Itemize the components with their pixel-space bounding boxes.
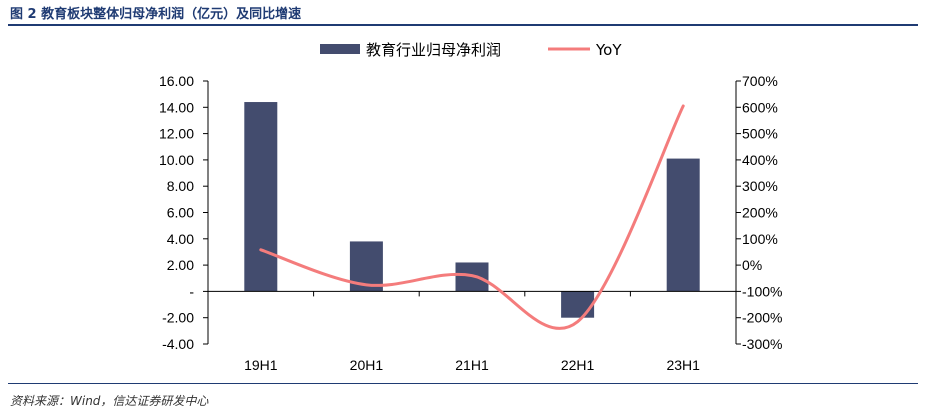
x-tick-label: 23H1 — [666, 357, 700, 373]
legend-line-label: YoY — [595, 41, 622, 59]
right-tick-label: 400% — [742, 152, 778, 168]
left-tick-label: 12.00 — [159, 126, 194, 142]
right-tick-label: 700% — [742, 73, 778, 89]
right-tick-label: 0% — [742, 257, 762, 273]
right-tick-label: 600% — [742, 99, 778, 115]
figure-title: 图 2 教育板块整体归母净利润（亿元）及同比增速 — [10, 7, 302, 22]
left-tick-label: -2.00 — [162, 310, 194, 326]
yoy-line — [259, 104, 685, 330]
left-axis: -4.00-2.00-2.004.006.008.0010.0012.0014.… — [159, 73, 209, 352]
x-tick-label: 21H1 — [455, 357, 489, 373]
source-note: 资料来源：Wind，信达证券研发中心 — [10, 394, 209, 408]
bottom-rule — [8, 383, 918, 384]
left-tick-label: 6.00 — [167, 205, 194, 221]
left-tick-label: 14.00 — [159, 99, 194, 115]
right-axis: -300% -200% -100% 0% 100% 200% 300% 400% 500% 600… — [735, 73, 782, 352]
right-tick-label: -100% — [742, 283, 782, 299]
legend: 教育行业归母净利润 YoY — [320, 41, 622, 59]
right-tick-label: -300% — [742, 336, 782, 352]
bar — [561, 291, 595, 318]
x-tick-label: 22H1 — [561, 357, 595, 373]
bar-series — [244, 102, 700, 318]
bar — [666, 158, 700, 292]
x-axis: 19H1 20H1 21H1 22H1 23H1 — [207, 290, 737, 373]
right-tick-label: 200% — [742, 205, 778, 221]
left-tick-label: -4.00 — [162, 336, 194, 352]
x-tick-label: 19H1 — [244, 357, 278, 373]
right-tick-label: 500% — [742, 126, 778, 142]
left-tick-label: 8.00 — [167, 178, 194, 194]
yoy-series — [259, 104, 685, 330]
left-tick-label: 2.00 — [167, 257, 194, 273]
left-tick-label: - — [189, 283, 194, 299]
left-tick-label: 4.00 — [167, 231, 194, 247]
left-tick-label: 16.00 — [159, 73, 194, 89]
legend-bar-label: 教育行业归母净利润 — [366, 41, 501, 59]
right-tick-label: 100% — [742, 231, 778, 247]
top-rule — [8, 24, 918, 26]
chart: 教育行业归母净利润 YoY -4.00-2.00-2.004.006.008.00… — [159, 41, 783, 373]
right-tick-label: -200% — [742, 310, 782, 326]
legend-bar-swatch — [320, 44, 360, 54]
right-tick-label: 300% — [742, 178, 778, 194]
left-tick-label: 10.00 — [159, 152, 194, 168]
x-tick-label: 20H1 — [350, 357, 384, 373]
bar — [244, 102, 278, 292]
